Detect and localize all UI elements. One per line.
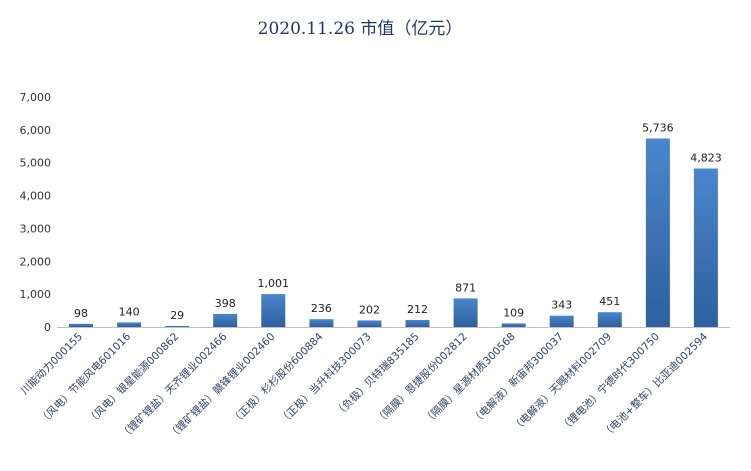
- data-label: 398: [215, 297, 236, 310]
- bar: [309, 319, 334, 327]
- x-tick-label: （隔膜）星源材质300568: [421, 330, 518, 427]
- bar: [165, 326, 190, 327]
- x-axis: 川能动力000155（风电）节能风电601016（风电）银星能源000862（锂…: [18, 330, 710, 442]
- data-label: 140: [119, 305, 140, 318]
- data-label: 212: [407, 303, 428, 316]
- x-tick-label: （电池+整车）比亚迪002594: [600, 330, 711, 441]
- bar: [693, 168, 718, 327]
- y-tick-label: 5,000: [20, 157, 52, 170]
- y-tick-label: 3,000: [20, 222, 52, 235]
- x-tick-label: （电解液）新宙邦300037: [469, 330, 566, 427]
- bar: [117, 322, 142, 327]
- bar: [405, 320, 430, 327]
- data-labels: 98 140 29 398 1,001 236 202 212 871 109 343 451 5,73…: [74, 122, 722, 323]
- x-tick-label: （风电）节能风电601016: [36, 330, 133, 427]
- y-tick-label: 6,000: [20, 124, 52, 137]
- data-label: 236: [311, 302, 332, 315]
- y-axis: 0 1,000 2,000 3,000 4,000 5,000 6,000 7,000: [20, 91, 52, 334]
- data-label: 5,736: [642, 122, 674, 135]
- bar: [597, 312, 622, 327]
- y-tick-label: 0: [44, 321, 51, 334]
- data-label: 4,823: [690, 152, 722, 165]
- data-label: 1,001: [258, 277, 290, 290]
- bar: [453, 298, 478, 327]
- x-tick-label: （电解液）天赐材料002709: [510, 330, 614, 434]
- data-label: 109: [503, 306, 524, 319]
- bar: [501, 323, 526, 327]
- x-tick-label: （正极）杉杉股份600884: [229, 330, 326, 427]
- data-label: 343: [551, 299, 572, 312]
- data-label: 29: [170, 309, 184, 322]
- chart-title: 2020.11.26 市值（亿元）: [258, 19, 463, 39]
- bar: [69, 323, 93, 327]
- y-tick-label: 7,000: [20, 91, 52, 104]
- data-label: 202: [359, 303, 380, 316]
- y-tick-label: 1,000: [20, 288, 52, 301]
- y-tick-label: 2,000: [20, 255, 52, 268]
- x-tick-label: （正极）当升科技300073: [277, 330, 374, 427]
- bar: [357, 320, 382, 327]
- bar: [549, 315, 574, 327]
- y-tick-label: 4,000: [20, 190, 52, 203]
- x-tick-label: （锂电池）宁德时代300750: [558, 330, 662, 434]
- bar: [213, 313, 238, 327]
- x-tick-label: （负极）贝特瑞835185: [332, 330, 422, 420]
- x-tick-label: （风电）银星能源000862: [84, 330, 181, 427]
- bars: [69, 138, 718, 327]
- bar: [645, 138, 670, 327]
- data-label: 871: [455, 281, 476, 294]
- x-tick-label: （隔膜）恩捷股份002812: [373, 330, 470, 427]
- data-label: 98: [74, 307, 88, 320]
- bar: [261, 294, 286, 327]
- data-label: 451: [599, 295, 620, 308]
